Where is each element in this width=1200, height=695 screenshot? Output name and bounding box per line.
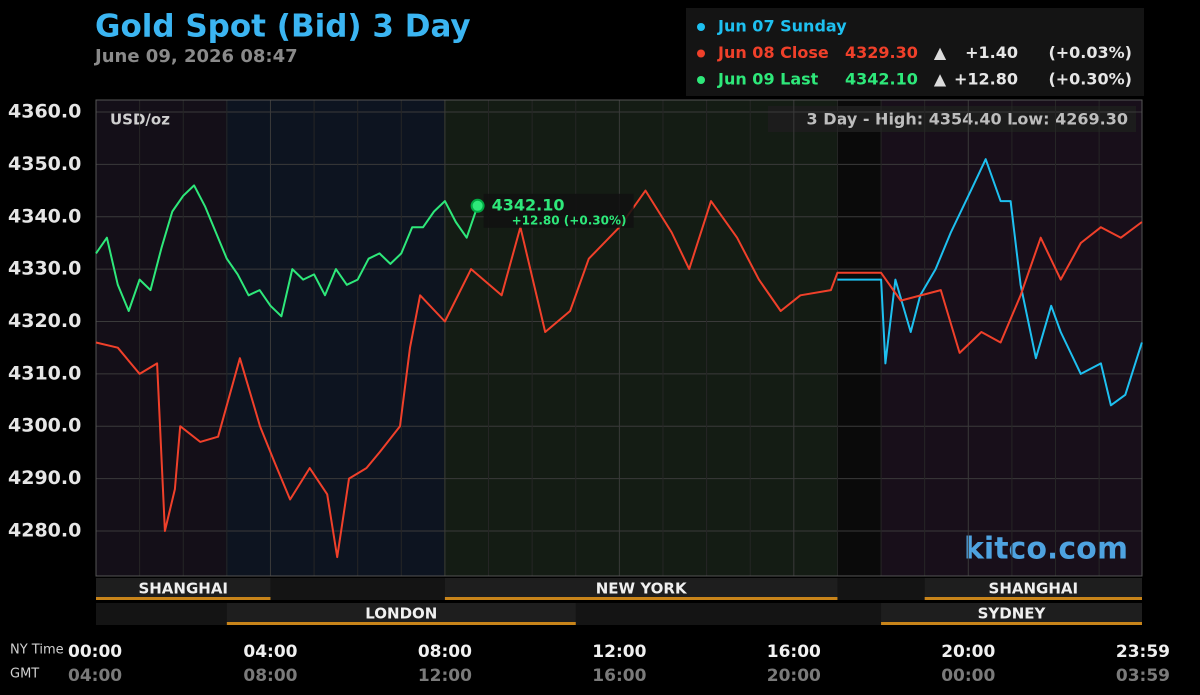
y-tick-label: 4320.0 xyxy=(8,310,81,332)
legend-dot xyxy=(697,23,705,31)
y-tick-label: 4290.0 xyxy=(8,467,81,489)
legend-detail: (+0.30%) xyxy=(1048,70,1132,89)
x-axis-label: GMT xyxy=(10,667,39,682)
x-tick-label: 08:00 xyxy=(418,642,472,662)
last-annotation: 4342.10 xyxy=(492,195,565,214)
x-tick-label: 16:00 xyxy=(767,642,821,662)
gmt-tick-label: 04:00 xyxy=(68,666,122,686)
x-tick-label: 00:00 xyxy=(68,642,122,662)
session-bar xyxy=(226,603,576,623)
session-shade xyxy=(838,100,881,576)
gmt-tick-label: 08:00 xyxy=(243,666,297,686)
x-tick-label: 12:00 xyxy=(592,642,646,662)
legend-dot xyxy=(697,76,705,84)
y-tick-label: 4360.0 xyxy=(8,101,81,123)
legend-label: Jun 07 Sunday xyxy=(717,17,847,36)
legend-label: Jun 09 Last xyxy=(717,70,819,89)
session-underline xyxy=(881,622,1142,625)
series-line xyxy=(837,158,1143,407)
legend-detail: ▲ xyxy=(934,70,947,89)
range-box xyxy=(768,106,1136,132)
session-label: SHANGHAI xyxy=(138,580,228,598)
session-bar xyxy=(96,578,271,598)
session-underline xyxy=(226,622,576,625)
x-tick-label: 20:00 xyxy=(941,642,995,662)
legend-dot xyxy=(697,49,705,58)
session-label: SHANGHAI xyxy=(989,580,1079,598)
session-underline xyxy=(924,597,1142,600)
series-line xyxy=(95,189,1143,559)
series-line xyxy=(95,184,479,318)
session-underline xyxy=(444,597,838,600)
x-tick-label: 04:00 xyxy=(243,642,297,662)
session-shade xyxy=(226,100,444,576)
gmt-tick-label: 20:00 xyxy=(767,666,821,686)
y-tick-label: 4340.0 xyxy=(8,205,81,227)
legend-detail: 4342.10 xyxy=(845,70,918,89)
gmt-tick-label: 12:00 xyxy=(418,666,472,686)
y-tick-label: 4300.0 xyxy=(8,415,81,437)
y-tick-label: 4280.0 xyxy=(8,519,81,541)
legend-detail: (+0.03%) xyxy=(1048,43,1132,62)
range-text: 3 Day - High: 4354.40 Low: 4269.30 xyxy=(807,110,1128,129)
gmt-tick-label: 03:59 xyxy=(1116,666,1170,686)
x-tick-label: 23:59 xyxy=(1116,642,1170,662)
session-label: SYDNEY xyxy=(978,605,1047,623)
session-underline xyxy=(96,597,271,600)
legend-detail: +1.40 xyxy=(965,43,1018,62)
y-tick-label: 4350.0 xyxy=(8,153,81,175)
session-shade xyxy=(444,100,838,576)
y-tick-label: 4330.0 xyxy=(8,258,81,280)
session-bar xyxy=(881,603,1142,623)
legend-detail: ▲ xyxy=(934,43,947,62)
chart-title: Gold Spot (Bid) 3 Day xyxy=(95,9,471,45)
gmt-tick-label: 16:00 xyxy=(592,666,646,686)
annotation-box xyxy=(483,193,634,228)
last-annotation: +12.80 (+0.30%) xyxy=(512,213,627,227)
legend-box xyxy=(686,8,1144,96)
session-label: NEW YORK xyxy=(596,580,688,598)
session-bar xyxy=(444,578,838,598)
x-axis-label: NY Time xyxy=(10,643,64,658)
last-point xyxy=(470,198,485,213)
session-bar xyxy=(924,578,1142,598)
gmt-tick-label: 00:00 xyxy=(941,666,995,686)
legend-detail: +12.80 xyxy=(954,70,1018,89)
legend-label: Jun 08 Close xyxy=(717,43,829,62)
session-label: LONDON xyxy=(365,605,437,623)
chart-subtitle: June 09, 2026 08:47 xyxy=(93,46,298,67)
legend-detail: 4329.30 xyxy=(845,43,918,62)
y-tick-label: 4310.0 xyxy=(8,362,81,384)
watermark: kitco.com xyxy=(964,532,1128,567)
plot-border xyxy=(95,99,1143,577)
